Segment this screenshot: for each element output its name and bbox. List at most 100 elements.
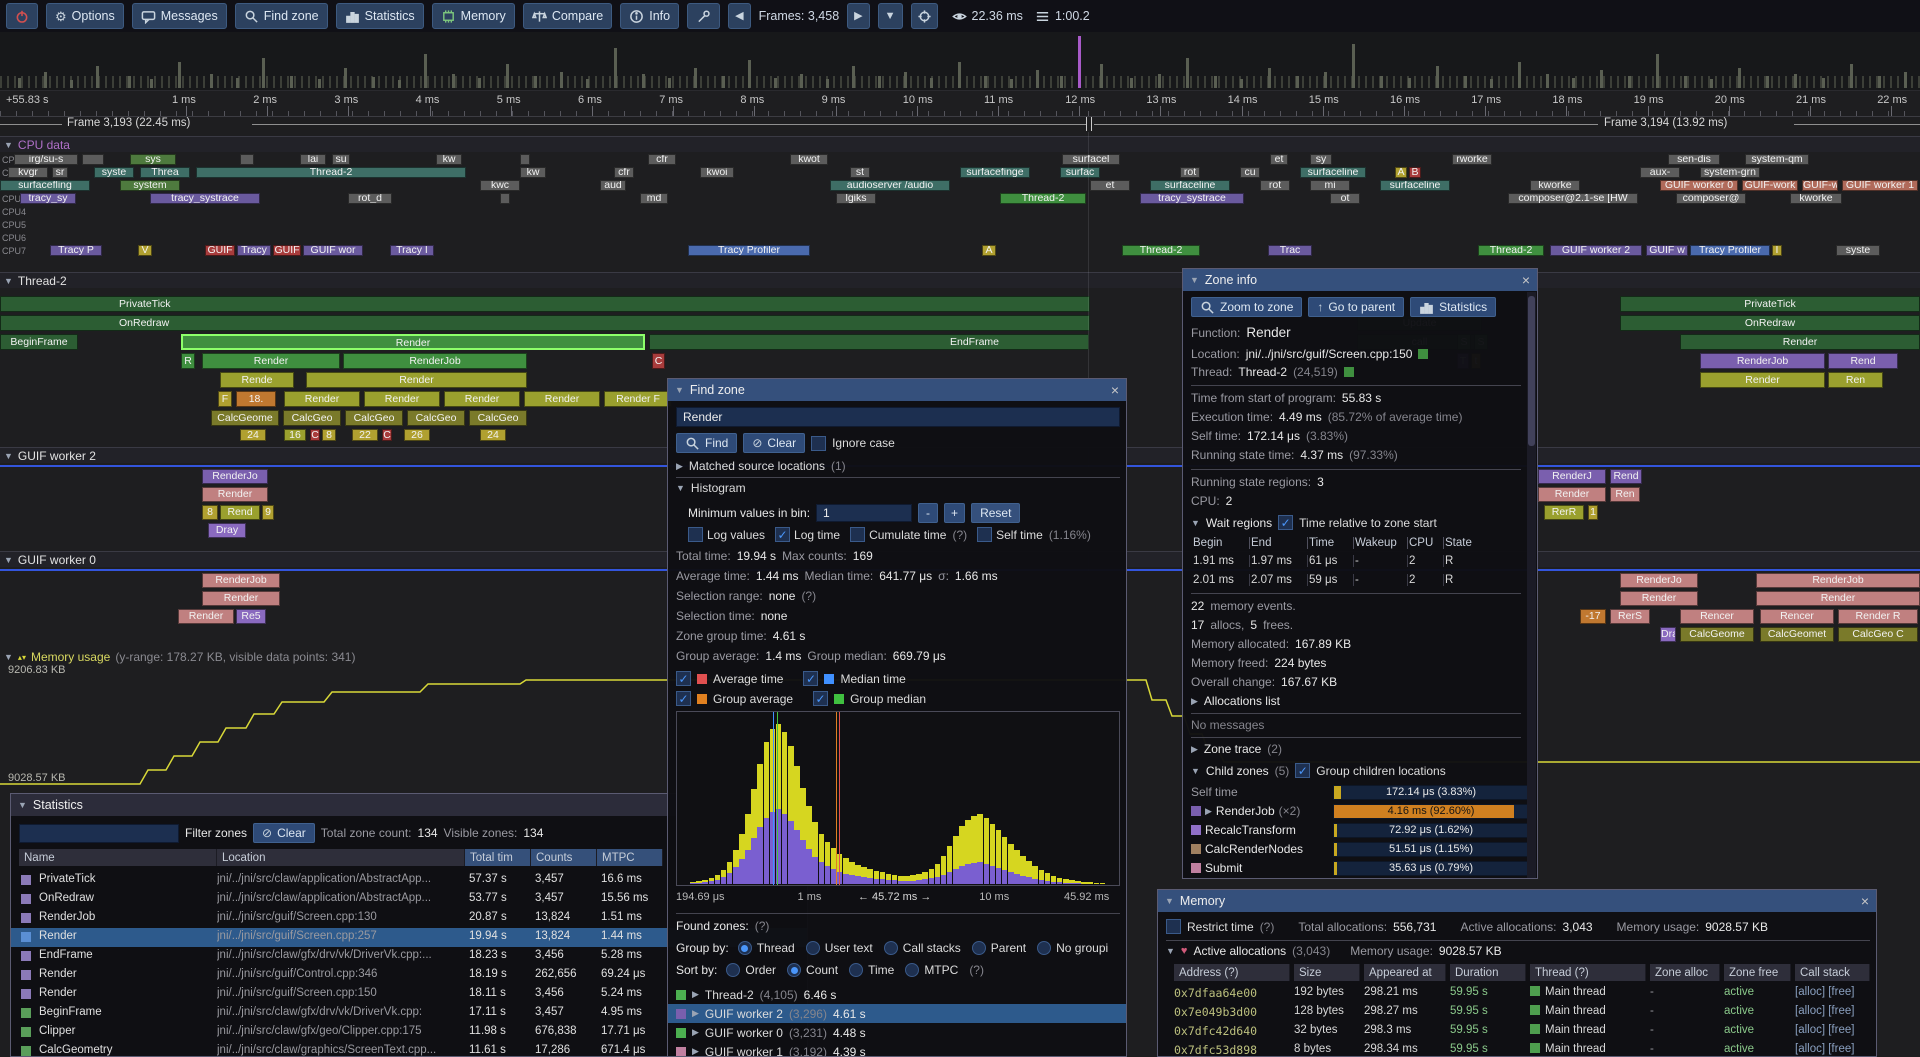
active-allocations-row[interactable]: ▼♥Active allocations(3,043)Memory usage:… [1166, 944, 1502, 958]
collapse-icon[interactable]: ▼ [1191, 518, 1200, 528]
histogram-row[interactable]: ▼Histogram [676, 481, 746, 495]
collapse-icon[interactable]: ▼ [18, 800, 27, 810]
frame-bar[interactable] [290, 76, 293, 88]
stats-column-header[interactable]: Name [19, 849, 217, 866]
zone-trace-row[interactable]: ▶Zone trace(2) [1191, 742, 1282, 756]
frame-bar[interactable] [1628, 76, 1631, 88]
frame-bar[interactable] [930, 78, 933, 88]
frame-bar[interactable] [722, 76, 725, 88]
zone[interactable]: surfacefinge [960, 167, 1030, 178]
frame-bar[interactable] [1738, 68, 1741, 88]
zone[interactable]: CalcGeo [469, 410, 527, 426]
average-time-checkbox[interactable]: ✓ [676, 671, 691, 686]
zone[interactable]: Rend [1828, 353, 1898, 369]
zone[interactable]: audioserver /audio [830, 180, 950, 191]
found-zone-group[interactable]: ▶GUIF worker 0(3,231)4.48 s [668, 1023, 1126, 1042]
frame-bar[interactable] [1010, 79, 1013, 88]
frame-bar[interactable] [1710, 79, 1713, 88]
alloc-call-stack[interactable]: [alloc] [free] [1795, 1043, 1870, 1055]
zone[interactable]: Render [178, 609, 234, 624]
zone[interactable]: Render [1538, 487, 1606, 502]
zone[interactable]: RenderJo [1620, 573, 1698, 588]
frame-bar[interactable] [642, 74, 645, 88]
expand-icon[interactable]: ▶ [692, 1046, 699, 1057]
stats-column-header[interactable]: MTPC [597, 849, 663, 866]
expand-icon[interactable]: ▶ [676, 461, 683, 472]
memory-titlebar[interactable]: ▼ Memory × [1158, 890, 1876, 912]
zone[interactable]: sen-dis [1668, 154, 1720, 165]
zone[interactable]: Render [1680, 334, 1920, 350]
zone[interactable]: Render [524, 391, 600, 407]
frame-bar[interactable] [1464, 76, 1467, 88]
zone[interactable]: OnRedraw [1620, 315, 1920, 331]
collapse-icon[interactable]: ▼ [4, 652, 13, 662]
zone[interactable]: PrivateTick [0, 296, 1090, 312]
frame-bar[interactable] [210, 74, 213, 88]
time-relative-checkbox[interactable]: ✓ [1278, 515, 1293, 530]
zone[interactable]: surfaceline [1150, 180, 1230, 191]
alloc-address[interactable]: 0x7e049b3d00 [1174, 1005, 1290, 1019]
group-by-thread[interactable] [738, 941, 752, 955]
zone[interactable]: tracy_systrace [150, 193, 260, 204]
found-zones-help[interactable]: (?) [755, 919, 770, 933]
frame-bar[interactable] [150, 79, 153, 88]
zone[interactable]: kw [520, 167, 546, 178]
frame-bar[interactable] [1324, 72, 1327, 88]
alloc-appeared[interactable]: 298.27 ms [1364, 1005, 1446, 1017]
frame-bar[interactable] [1904, 72, 1907, 88]
frame-bar[interactable] [452, 74, 455, 88]
zone[interactable]: Tracy I [390, 245, 434, 256]
frame-bar[interactable] [128, 76, 131, 88]
frame-bar[interactable] [1036, 70, 1039, 88]
zone[interactable]: RenderJ [1538, 469, 1606, 484]
zone[interactable]: RerS [1610, 609, 1650, 624]
frame-label-left[interactable]: Frame 3,193 (22.45 ms) [67, 117, 190, 129]
find-button[interactable]: Find [676, 433, 737, 453]
messages-button[interactable]: Messages [132, 3, 227, 29]
zone[interactable]: I [1772, 245, 1782, 256]
zone[interactable]: Render [202, 591, 280, 606]
alloc-appeared[interactable]: 298.34 ms [1364, 1043, 1446, 1055]
zone[interactable]: V [138, 245, 152, 256]
zone[interactable]: kvgr [8, 167, 48, 178]
histogram-canvas[interactable] [676, 711, 1120, 886]
zone[interactable]: Threa [140, 167, 190, 178]
group-by-parent[interactable] [972, 941, 986, 955]
collapse-icon[interactable]: ▼ [1166, 946, 1175, 956]
statistics-button[interactable]: Statistics [1410, 297, 1496, 317]
sort-by-count[interactable] [787, 963, 801, 977]
self-time-checkbox[interactable] [977, 527, 992, 542]
zone[interactable]: 22 [352, 429, 378, 441]
frame-bar[interactable] [694, 68, 697, 88]
zone[interactable]: 24 [240, 429, 266, 441]
frame-bar[interactable] [1408, 78, 1411, 88]
frame-bar[interactable] [1684, 76, 1687, 88]
frame-bar[interactable] [318, 79, 321, 88]
zone[interactable]: Tracy Profiler [688, 245, 810, 256]
zone[interactable]: GUIF worker 0 [1660, 180, 1738, 191]
zone[interactable]: RenderJob [1700, 353, 1825, 369]
frame-bar[interactable] [1878, 76, 1881, 88]
zone[interactable]: 8 [202, 505, 218, 520]
memory-button[interactable]: Memory [432, 3, 515, 29]
frame-bar[interactable] [1240, 79, 1243, 88]
collapse-icon[interactable]: ▼ [1165, 896, 1174, 906]
scrollbar-thumb[interactable] [1528, 296, 1535, 446]
table-row[interactable]: 0x7e049b3d00128 bytes298.27 ms59.95 sMai… [1158, 1003, 1876, 1022]
frame-bar[interactable] [178, 62, 181, 88]
zone[interactable]: CalcGeomet [1760, 627, 1834, 642]
zone[interactable]: surfaceline [1300, 167, 1366, 178]
zone[interactable]: rot [1260, 180, 1290, 191]
zone[interactable]: RenderJob [343, 353, 527, 369]
stats-column-header[interactable]: Counts [531, 849, 597, 866]
find-zone-titlebar[interactable]: ▼ Find zone × [668, 379, 1126, 401]
alloc-call-stack[interactable]: [alloc] [free] [1795, 1005, 1870, 1017]
reset-button[interactable]: Reset [971, 503, 1020, 523]
zone[interactable]: tracy_sy [20, 193, 76, 204]
zone[interactable]: cfr [648, 154, 676, 165]
frame-bar[interactable] [668, 78, 671, 88]
zone[interactable]: Tracy P [50, 245, 102, 256]
alloc-address[interactable]: 0x7dfaa64e00 [1174, 986, 1290, 1000]
stats-column-header[interactable]: Location [217, 849, 465, 866]
zone[interactable]: C [310, 429, 320, 441]
